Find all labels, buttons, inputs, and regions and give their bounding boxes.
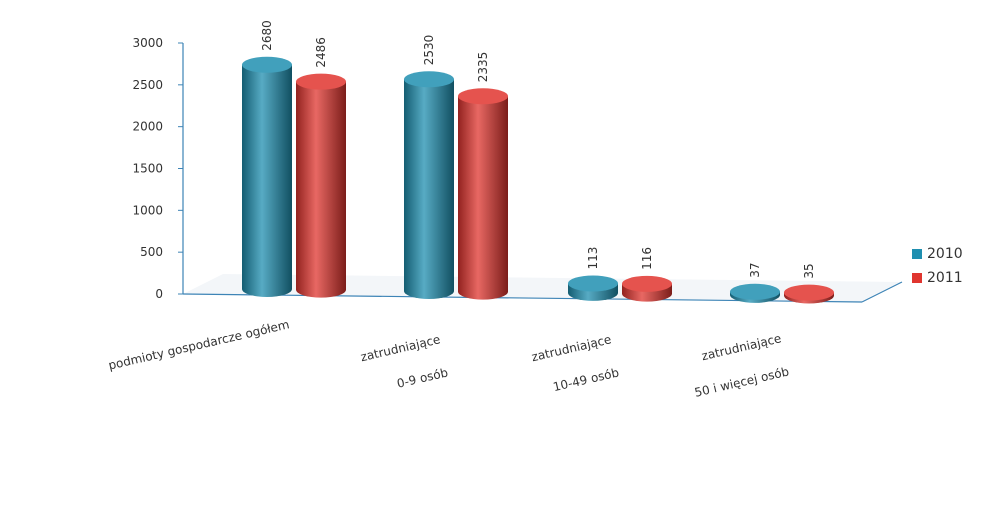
bar-top-2010-0 xyxy=(242,56,292,73)
legend-label-2011: 2011 xyxy=(927,270,963,286)
y-tick-label: 1000 xyxy=(132,203,163,217)
data-label-2011-3: 35 xyxy=(802,263,816,278)
data-label-2011-2: 116 xyxy=(640,247,654,270)
y-tick-label: 1500 xyxy=(132,162,163,176)
bar-top-2010-3 xyxy=(730,283,780,300)
y-tick-label: 3000 xyxy=(132,36,163,50)
legend-item-2011: 2011 xyxy=(912,270,963,286)
legend-swatch-2011 xyxy=(912,273,922,283)
y-tick-label: 2000 xyxy=(132,120,163,134)
legend-label-2010: 2010 xyxy=(927,246,963,262)
category-label-3: zatrudniające50 i więcej osób xyxy=(686,331,791,399)
y-tick-label: 2500 xyxy=(132,78,163,92)
bar-top-2010-2 xyxy=(568,275,618,292)
category-label-1: zatrudniające0-9 osób xyxy=(359,332,449,397)
y-tick-label: 0 xyxy=(155,287,163,301)
bar-top-2011-0 xyxy=(296,73,346,90)
data-label-2010-1: 2530 xyxy=(422,35,436,66)
bar-2010-0 xyxy=(242,64,292,298)
data-label-2011-1: 2335 xyxy=(476,52,490,83)
bar-top-2011-3 xyxy=(784,284,834,301)
floor-edge-line xyxy=(861,281,903,303)
legend-swatch-2010 xyxy=(912,249,922,259)
bar-top-2010-1 xyxy=(404,71,454,88)
data-label-2010-3: 37 xyxy=(748,262,762,277)
data-label-2010-2: 113 xyxy=(586,247,600,270)
y-tick-label: 500 xyxy=(140,245,163,259)
bar-top-2011-2 xyxy=(622,275,672,292)
bar-top-2011-1 xyxy=(458,88,508,105)
legend-item-2010: 2010 xyxy=(912,246,963,262)
category-label-2: zatrudniające10-49 osób xyxy=(530,332,620,397)
data-label-2010-0: 2680 xyxy=(260,20,274,51)
bar-2011-1 xyxy=(458,96,508,300)
data-label-2011-0: 2486 xyxy=(314,37,328,68)
bar-2011-0 xyxy=(296,81,346,298)
chart-floor xyxy=(183,274,902,302)
bar-2010-1 xyxy=(404,79,454,299)
category-label-0: podmioty gospodarcze ogółem xyxy=(107,317,291,372)
